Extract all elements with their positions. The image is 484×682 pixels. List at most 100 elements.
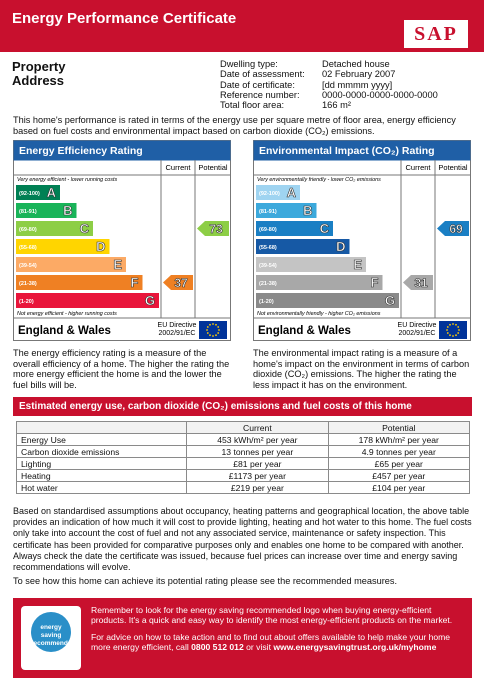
band (16, 257, 126, 272)
table-cell: £219 per year (186, 481, 329, 494)
detail-value: [dd mmmm yyyy] (322, 79, 393, 90)
eu-star (446, 329, 448, 331)
band (256, 257, 366, 272)
footer-text: Remember to look for the energy saving r… (91, 605, 467, 658)
eu-flag (439, 321, 467, 339)
band (256, 293, 399, 308)
note: To see how this home can achieve its pot… (13, 576, 398, 586)
eu-star (457, 332, 460, 334)
table-cell: Hot water (15, 481, 188, 494)
band-range: (1-20) (259, 299, 274, 305)
band (16, 185, 60, 200)
column-header: Current (165, 163, 191, 172)
region: England & Wales (18, 325, 111, 337)
band (256, 239, 350, 254)
costs-table: Current Potential Energy Use 453 kWh/m² per… (15, 421, 471, 494)
chart-title-bar (13, 140, 231, 161)
table-row: Hot water £219 per year £104 per year (15, 481, 471, 494)
detail-row: Date of certificate: [dd mmmm yyyy] (220, 80, 438, 90)
table-cell (15, 421, 188, 434)
region: England & Wales (258, 325, 351, 337)
top-note: Very energy efficient - lower running co… (17, 177, 117, 183)
rating-value: 37 (174, 276, 188, 290)
table-cell: Lighting (15, 457, 188, 470)
table-cell: Energy Use (15, 433, 188, 446)
rating-chart: Environmental Impact (CO₂) Rating Current… (253, 140, 471, 341)
directive: EU Directive (158, 322, 197, 329)
band-range: (21-38) (259, 281, 277, 287)
sap-logo: SAP (404, 20, 468, 48)
header-bar: Energy Performance Certificate SAP (0, 0, 484, 52)
band (16, 203, 77, 218)
table-cell: 453 kWh/m² per year (186, 433, 329, 446)
band-letter: G (385, 293, 395, 308)
detail-label: Total floor area: (220, 100, 285, 111)
eu-flag (199, 321, 227, 339)
band-range: (81-91) (19, 209, 37, 215)
chart-title-bar (253, 140, 471, 161)
band (256, 275, 383, 290)
band-letter: E (113, 257, 122, 272)
rating-value: 69 (449, 222, 463, 236)
band-letter: F (371, 275, 379, 290)
header-title: Energy Performance Certificate (12, 10, 237, 27)
energy-saving-logo: energy saving recommended (21, 606, 81, 670)
footer-paragraph: Remember to look for the energy saving r… (91, 605, 467, 626)
eu-star (206, 329, 208, 331)
eu-star (452, 335, 454, 337)
band-letter: B (303, 203, 312, 218)
rating-value: 31 (414, 276, 428, 290)
band-range: (92-100) (259, 191, 280, 197)
band-letter: A (287, 185, 297, 200)
eu-star (217, 332, 220, 334)
chart-title: Energy Efficiency Rating (19, 145, 143, 157)
band (16, 239, 110, 254)
directive: EU Directive (398, 322, 437, 329)
rating-description: The energy efficiency rating is a measur… (13, 348, 230, 390)
detail-value: 02 February 2007 (322, 69, 396, 80)
top-note: Very environmentally friendly - lower CO… (257, 177, 381, 183)
band-range: (39-54) (19, 263, 37, 269)
footer-text: www.energysavingtrust.org.uk/myhome (273, 641, 437, 652)
band-letter: D (96, 239, 105, 254)
eu-star (457, 326, 460, 328)
table-cell: Carbon dioxide emissions (15, 445, 188, 458)
detail-row: Dwelling type: Detached house (220, 59, 438, 69)
eu-star (212, 335, 214, 337)
eu-star (209, 334, 211, 337)
table-row: Energy Use 453 kWh/m² per year 178 kWh/m² … (15, 433, 471, 446)
footer: energy saving recommended Remember to lo… (13, 598, 472, 678)
band-range: (1-20) (19, 299, 34, 305)
table-row: Carbon dioxide emissions 13 tonnes per ye… (15, 445, 471, 458)
band-letter: C (80, 221, 90, 236)
band-range: (81-91) (259, 209, 277, 215)
rating-arrow (403, 275, 433, 290)
band-range: (21-38) (19, 281, 37, 287)
rating-description: The environmental impact rating is a mea… (253, 348, 470, 390)
rating-arrow (163, 275, 193, 290)
table-cell: 4.9 tonnes per year (327, 445, 471, 458)
eu-star (206, 332, 209, 334)
eu-star (452, 323, 454, 325)
band (16, 221, 93, 236)
table-cell: £81 per year (186, 457, 329, 470)
table-cell: 178 kWh/m² per year (327, 433, 471, 446)
note: Based on standardised assumptions about … (13, 506, 472, 573)
eu-star (458, 329, 460, 331)
band-range: (69-80) (19, 227, 37, 233)
rating-value: 73 (209, 222, 223, 236)
bottom-note: Not energy efficient - higher running co… (17, 311, 117, 317)
footer-text: Remember to look for the energy saving r… (91, 605, 453, 626)
eu-star (455, 334, 457, 337)
directive: 2002/91/EC (399, 330, 436, 337)
band-letter: F (131, 275, 139, 290)
bottom-note: Not environmentally friendly - higher CO… (257, 311, 381, 317)
detail-value: Detached house (322, 59, 390, 69)
detail-row: Reference number: 0000-0000-0000-0000-000… (220, 90, 438, 100)
eu-star (455, 323, 457, 326)
column-header: Current (405, 163, 431, 172)
table-cell: Heating (15, 469, 188, 482)
band-range: (69-80) (259, 227, 277, 233)
rating-chart: Energy Efficiency Rating Current Potential… (13, 140, 231, 341)
